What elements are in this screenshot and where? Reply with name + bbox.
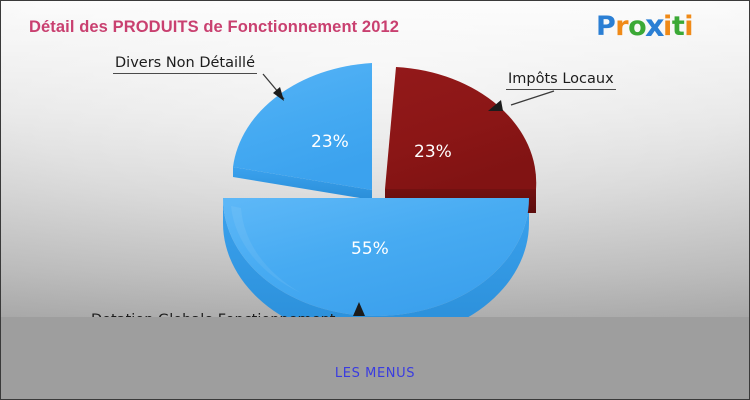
footer-menu-link[interactable]: LES MENUS (1, 366, 749, 381)
footer-menu-link-label: LES MENUS (334, 366, 416, 381)
leader-line-impots (510, 90, 555, 106)
callout-impots-locaux: Impôts Locaux (506, 71, 616, 90)
logo-letter-t: t (671, 11, 685, 42)
callout-divers-text: Divers Non Détaillé (113, 55, 258, 74)
arrow-head-dotation (353, 302, 365, 316)
slice-label-dotation: 55% (351, 239, 389, 259)
logo-letter-p: P (595, 11, 616, 42)
callout-impots-text: Impôts Locaux (506, 71, 616, 90)
slice-side-impots (385, 189, 536, 213)
page-title: Détail des PRODUITS de Fonctionnement 20… (29, 18, 400, 36)
logo-letter-x: x (645, 9, 665, 44)
footer-band (1, 317, 749, 399)
logo-letter-r: r (615, 11, 629, 42)
logo-letter-i2: i (684, 11, 693, 42)
slice-highlight (231, 206, 301, 293)
arrow-head-impots (488, 100, 503, 111)
slice-side-divers (233, 167, 372, 200)
leader-line-divers (262, 73, 285, 100)
proxiti-logo[interactable]: Proxiti (595, 9, 694, 44)
slice-top-divers (233, 63, 372, 190)
callout-divers-non-detaille: Divers Non Détaillé (113, 55, 258, 74)
logo-letter-o: o (628, 11, 647, 42)
slice-label-impots: 23% (414, 142, 452, 162)
logo-letter-i1: i (663, 11, 672, 42)
arrow-head-divers (273, 87, 284, 101)
slice-label-divers: 23% (311, 132, 349, 152)
